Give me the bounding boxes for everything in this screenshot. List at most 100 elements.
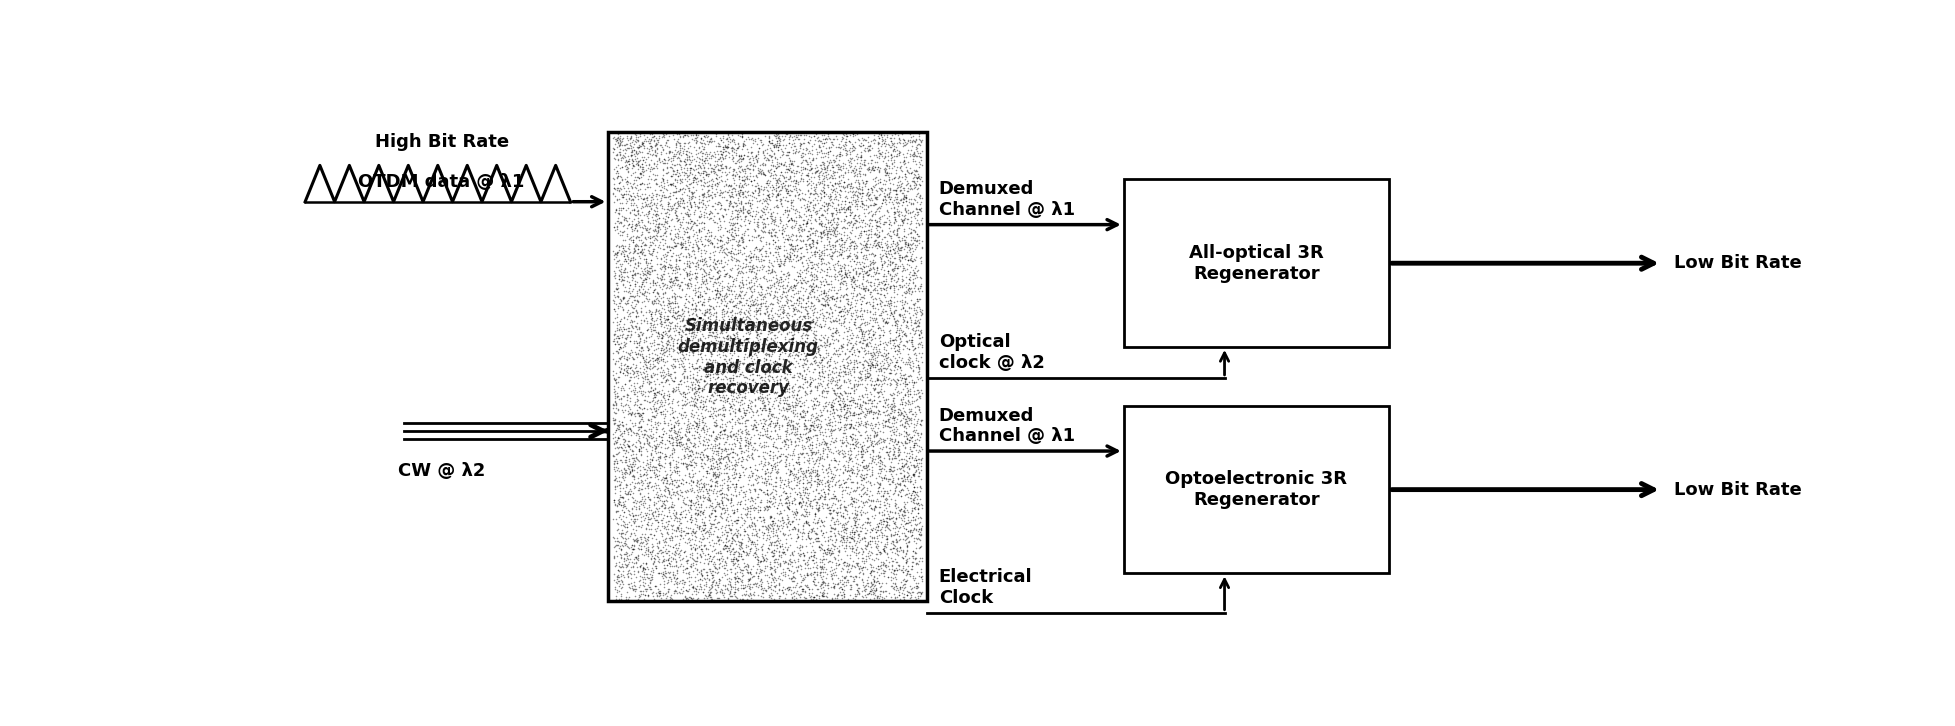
Point <box>678 216 710 227</box>
Point <box>884 234 915 245</box>
Point <box>651 319 682 330</box>
Point <box>780 435 811 446</box>
Point <box>890 545 921 557</box>
Point <box>725 205 757 217</box>
Point <box>845 146 876 158</box>
Point <box>684 179 716 191</box>
Point <box>602 153 633 165</box>
Point <box>739 570 770 582</box>
Point <box>710 344 741 356</box>
Point <box>870 585 901 597</box>
Point <box>714 539 745 551</box>
Point <box>786 152 817 163</box>
Point <box>602 587 633 598</box>
Point <box>692 555 723 567</box>
Point <box>854 183 886 195</box>
Point <box>807 191 839 203</box>
Point <box>878 305 909 317</box>
Point <box>901 497 933 508</box>
Point <box>622 171 653 182</box>
Point <box>727 138 759 150</box>
Point <box>759 476 790 487</box>
Point <box>776 285 807 296</box>
Point <box>723 130 755 142</box>
Point <box>661 396 692 407</box>
Point <box>870 193 901 205</box>
Point <box>682 483 714 494</box>
Point <box>712 505 743 516</box>
Point <box>774 553 805 565</box>
Point <box>612 556 643 568</box>
Point <box>770 128 802 139</box>
Point <box>716 316 747 327</box>
Point <box>804 580 835 592</box>
Point <box>876 389 907 401</box>
Point <box>886 258 917 270</box>
Point <box>678 399 710 410</box>
Point <box>757 454 788 466</box>
Point <box>884 398 915 409</box>
Point <box>676 409 708 420</box>
Point <box>637 264 669 276</box>
Point <box>845 150 876 162</box>
Point <box>850 266 882 277</box>
Point <box>710 292 741 303</box>
Point <box>694 346 725 357</box>
Point <box>792 254 823 266</box>
Point <box>878 484 909 495</box>
Point <box>776 247 807 258</box>
Point <box>598 560 630 572</box>
Point <box>639 295 671 306</box>
Point <box>649 521 680 532</box>
Point <box>759 393 790 404</box>
Point <box>825 250 856 261</box>
Point <box>659 288 690 300</box>
Point <box>745 298 776 310</box>
Point <box>800 185 831 197</box>
Point <box>651 577 682 589</box>
Point <box>823 294 854 306</box>
Point <box>665 174 696 186</box>
Point <box>854 323 886 335</box>
Point <box>880 214 911 226</box>
Point <box>880 331 911 343</box>
Point <box>618 460 649 472</box>
Point <box>890 417 921 429</box>
Point <box>770 299 802 311</box>
Point <box>782 176 813 188</box>
Point <box>608 245 639 257</box>
Point <box>690 131 721 143</box>
Point <box>721 244 753 256</box>
Point <box>635 142 667 154</box>
Point <box>690 333 721 344</box>
Point <box>870 275 901 287</box>
Point <box>653 451 684 462</box>
Point <box>671 426 702 438</box>
Point <box>614 374 645 386</box>
Point <box>759 585 790 597</box>
Point <box>733 425 764 437</box>
Point <box>645 328 676 340</box>
Point <box>860 234 891 246</box>
Point <box>631 548 663 560</box>
Point <box>610 313 641 325</box>
Point <box>612 526 643 537</box>
Point <box>895 436 927 447</box>
Point <box>815 430 847 441</box>
Point <box>762 550 794 562</box>
Point <box>823 188 854 200</box>
Point <box>694 346 725 357</box>
Point <box>800 152 831 164</box>
Point <box>712 306 743 318</box>
Point <box>848 267 880 279</box>
Point <box>768 384 800 396</box>
Point <box>671 208 702 220</box>
Point <box>663 229 694 240</box>
Point <box>706 149 737 160</box>
Point <box>665 247 696 258</box>
Point <box>780 182 811 194</box>
Point <box>612 571 643 583</box>
Point <box>690 425 721 437</box>
Point <box>762 523 794 535</box>
Point <box>770 582 802 594</box>
